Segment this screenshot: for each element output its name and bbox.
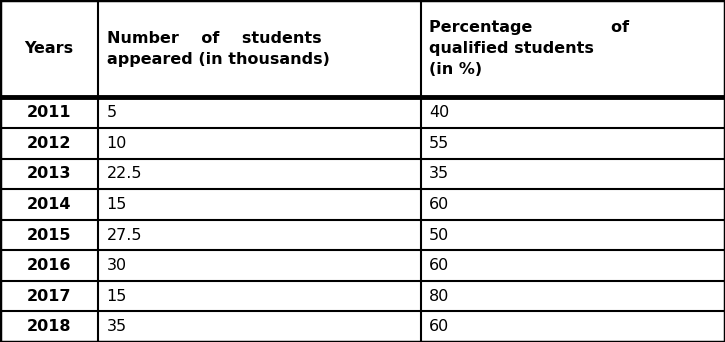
- Text: 35: 35: [107, 319, 127, 334]
- Text: 5: 5: [107, 105, 117, 120]
- Text: Years: Years: [25, 41, 73, 56]
- Text: 2015: 2015: [27, 227, 71, 242]
- Text: 22.5: 22.5: [107, 167, 142, 181]
- Text: 2011: 2011: [27, 105, 71, 120]
- Text: 60: 60: [429, 258, 450, 273]
- Text: 80: 80: [429, 289, 450, 304]
- Text: 15: 15: [107, 289, 127, 304]
- Text: 30: 30: [107, 258, 127, 273]
- Text: 60: 60: [429, 197, 450, 212]
- Text: 2013: 2013: [27, 167, 71, 181]
- Text: 2018: 2018: [27, 319, 71, 334]
- Text: 27.5: 27.5: [107, 227, 142, 242]
- Text: 55: 55: [429, 136, 450, 151]
- Text: Percentage              of
qualified students
(in %): Percentage of qualified students (in %): [429, 20, 629, 77]
- Text: 50: 50: [429, 227, 450, 242]
- Text: 2016: 2016: [27, 258, 71, 273]
- Text: 40: 40: [429, 105, 450, 120]
- Text: 35: 35: [429, 167, 450, 181]
- Text: 60: 60: [429, 319, 450, 334]
- Text: 2012: 2012: [27, 136, 71, 151]
- Text: 2014: 2014: [27, 197, 71, 212]
- Text: Number    of    students
appeared (in thousands): Number of students appeared (in thousand…: [107, 31, 329, 67]
- Text: 10: 10: [107, 136, 127, 151]
- Text: 15: 15: [107, 197, 127, 212]
- Text: 2017: 2017: [27, 289, 71, 304]
